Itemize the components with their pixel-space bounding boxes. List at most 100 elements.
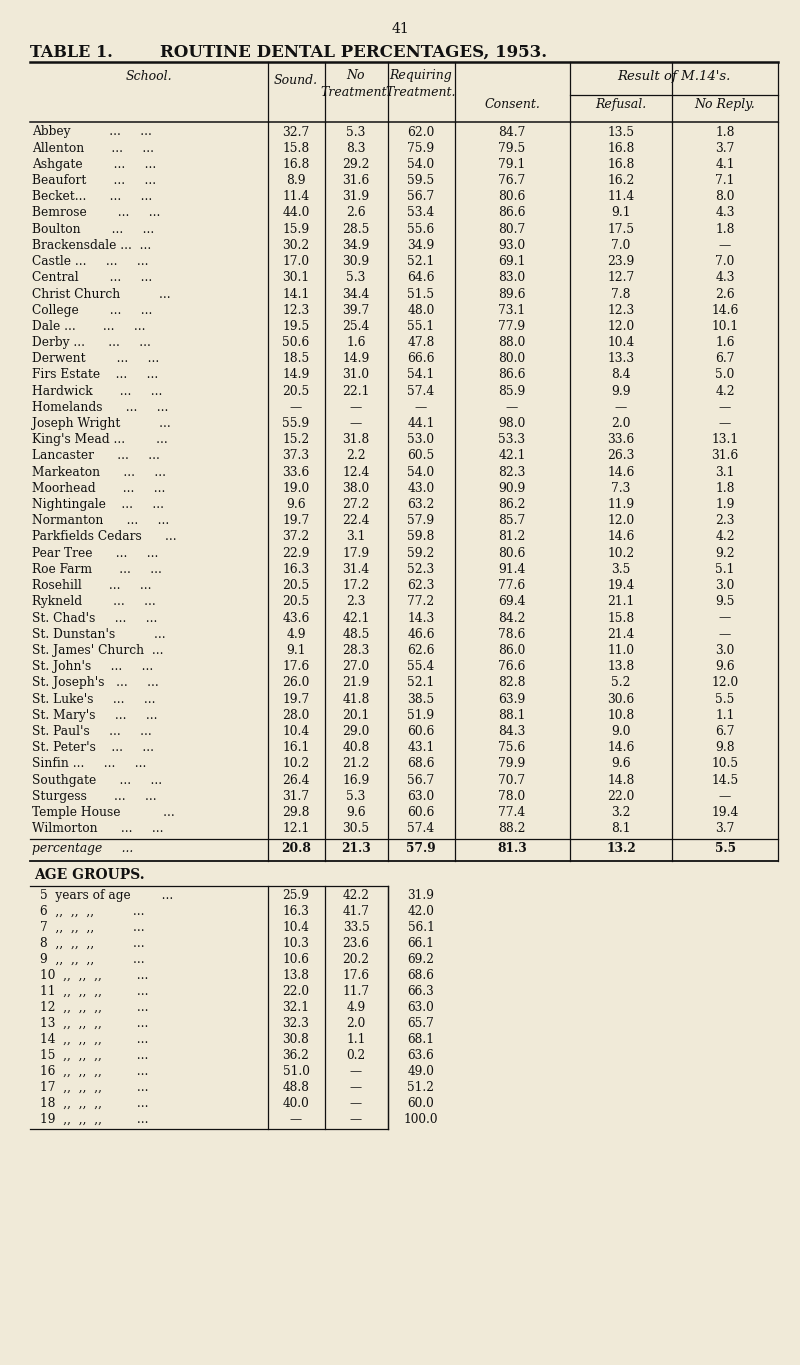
Text: Becket...      ...     ...: Becket... ... ... [32,190,152,203]
Text: Rykneld        ...     ...: Rykneld ... ... [32,595,156,609]
Text: 21.4: 21.4 [607,628,634,640]
Text: 75.6: 75.6 [498,741,526,753]
Text: 1.1: 1.1 [346,1033,366,1046]
Text: 19  ,,  ,,  ,,         ...: 19 ,, ,, ,, ... [40,1112,149,1126]
Text: 63.9: 63.9 [498,692,526,706]
Text: 4.2: 4.2 [715,385,735,397]
Text: —: — [350,401,362,414]
Text: 60.5: 60.5 [407,449,434,463]
Text: 20.1: 20.1 [342,708,370,722]
Text: 4.3: 4.3 [715,206,734,220]
Text: 12.0: 12.0 [607,319,634,333]
Text: 48.0: 48.0 [407,303,434,317]
Text: 73.1: 73.1 [498,303,526,317]
Text: 9.1: 9.1 [611,206,630,220]
Text: 84.3: 84.3 [498,725,526,738]
Text: 69.2: 69.2 [407,953,434,966]
Text: Sturgess       ...     ...: Sturgess ... ... [32,790,157,803]
Text: 33.6: 33.6 [607,433,634,446]
Text: School.: School. [126,70,172,83]
Text: 11  ,,  ,,  ,,         ...: 11 ,, ,, ,, ... [40,986,149,998]
Text: 12.3: 12.3 [282,303,310,317]
Text: 16.8: 16.8 [282,158,310,171]
Text: —: — [506,401,518,414]
Text: 65.7: 65.7 [407,1017,434,1031]
Text: 9.2: 9.2 [715,547,735,560]
Text: Dale ...       ...     ...: Dale ... ... ... [32,319,146,333]
Text: —: — [290,1112,302,1126]
Text: 11.7: 11.7 [342,986,370,998]
Text: 7.0: 7.0 [715,255,734,268]
Text: Allenton       ...     ...: Allenton ... ... [32,142,154,154]
Text: 79.1: 79.1 [498,158,526,171]
Text: 17.9: 17.9 [342,547,370,560]
Text: 39.7: 39.7 [342,303,370,317]
Text: AGE GROUPS.: AGE GROUPS. [34,868,145,882]
Text: 3.1: 3.1 [346,531,366,543]
Text: 57.9: 57.9 [407,515,434,527]
Text: 10.2: 10.2 [607,547,634,560]
Text: 60.0: 60.0 [408,1097,434,1110]
Text: 5.3: 5.3 [346,272,366,284]
Text: 86.0: 86.0 [498,644,526,657]
Text: 82.3: 82.3 [498,465,526,479]
Text: 10.5: 10.5 [711,758,738,770]
Text: 70.7: 70.7 [498,774,526,786]
Text: 19.4: 19.4 [711,805,738,819]
Text: 13.2: 13.2 [606,842,636,856]
Text: 100.0: 100.0 [404,1112,438,1126]
Text: 1.8: 1.8 [715,482,734,495]
Text: St. Dunstan's          ...: St. Dunstan's ... [32,628,166,640]
Text: 28.0: 28.0 [282,708,310,722]
Text: Rosehill       ...     ...: Rosehill ... ... [32,579,151,592]
Text: 55.6: 55.6 [407,222,434,236]
Text: —: — [350,1081,362,1093]
Text: Southgate      ...     ...: Southgate ... ... [32,774,162,786]
Text: 2.0: 2.0 [611,418,630,430]
Text: 54.0: 54.0 [407,158,434,171]
Text: 21.1: 21.1 [607,595,634,609]
Text: 9.1: 9.1 [286,644,306,657]
Text: 16.9: 16.9 [342,774,370,786]
Text: 37.2: 37.2 [282,531,310,543]
Text: 9.6: 9.6 [286,498,306,511]
Text: 9  ,,  ,,  ,,          ...: 9 ,, ,, ,, ... [40,953,145,966]
Text: 17.6: 17.6 [342,969,370,981]
Text: 26.4: 26.4 [282,774,310,786]
Text: Firs Estate    ...     ...: Firs Estate ... ... [32,369,158,381]
Text: 14  ,,  ,,  ,,         ...: 14 ,, ,, ,, ... [40,1033,148,1046]
Text: 93.0: 93.0 [498,239,526,253]
Text: 16.8: 16.8 [607,142,634,154]
Text: 34.9: 34.9 [342,239,370,253]
Text: 88.0: 88.0 [498,336,526,349]
Text: 3.5: 3.5 [611,562,630,576]
Text: —: — [719,239,731,253]
Text: 11.0: 11.0 [607,644,634,657]
Text: 22.4: 22.4 [342,515,370,527]
Text: 8.9: 8.9 [286,175,306,187]
Text: 31.0: 31.0 [342,369,370,381]
Text: 9.5: 9.5 [715,595,734,609]
Text: 63.2: 63.2 [407,498,434,511]
Text: 5  years of age        ...: 5 years of age ... [40,889,174,902]
Text: 10.6: 10.6 [282,953,310,966]
Text: 17.0: 17.0 [282,255,310,268]
Text: 75.9: 75.9 [407,142,434,154]
Text: 29.8: 29.8 [282,805,310,819]
Text: —: — [415,401,427,414]
Text: 51.5: 51.5 [407,288,434,300]
Text: 59.8: 59.8 [407,531,434,543]
Text: 13.8: 13.8 [607,661,634,673]
Text: 5.3: 5.3 [346,790,366,803]
Text: Hardwick       ...     ...: Hardwick ... ... [32,385,162,397]
Text: 6.7: 6.7 [715,352,734,366]
Text: 57.9: 57.9 [406,842,436,856]
Text: Abbey          ...     ...: Abbey ... ... [32,126,152,138]
Text: 36.2: 36.2 [282,1048,310,1062]
Text: 55.4: 55.4 [407,661,434,673]
Text: 69.4: 69.4 [498,595,526,609]
Text: 3.7: 3.7 [715,822,734,835]
Text: 8.3: 8.3 [346,142,366,154]
Text: 2.3: 2.3 [715,515,734,527]
Text: 56.1: 56.1 [407,921,434,934]
